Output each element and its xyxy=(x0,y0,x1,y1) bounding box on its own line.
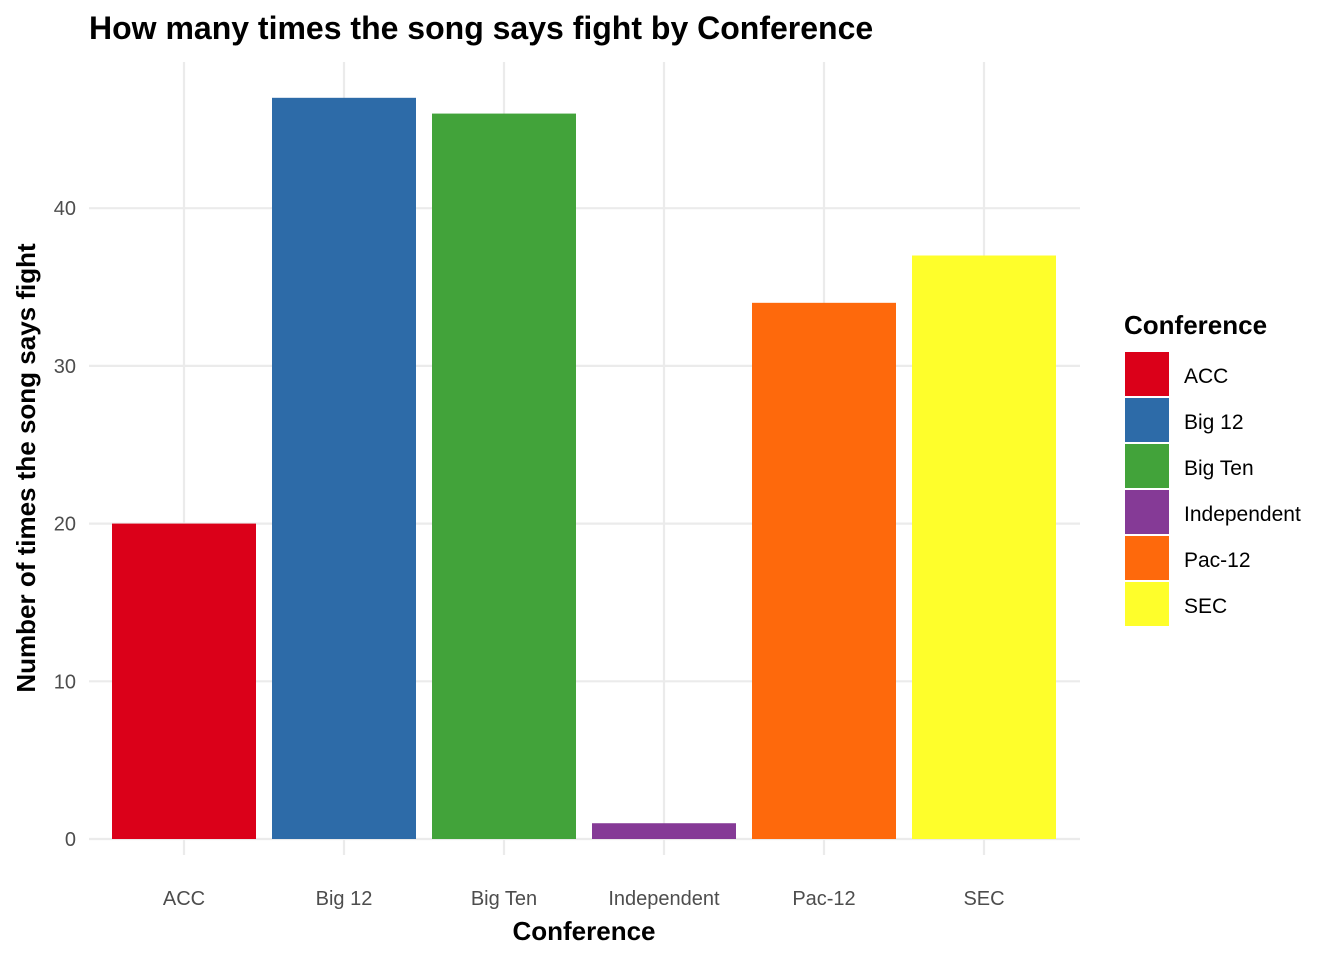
y-tick-label: 0 xyxy=(65,829,76,851)
y-tick-label: 20 xyxy=(54,514,76,536)
legend-swatch xyxy=(1125,398,1169,442)
x-tick-label: Pac-12 xyxy=(792,888,855,910)
x-tick-label: Independent xyxy=(608,888,720,910)
y-tick-label: 10 xyxy=(54,671,76,693)
bar-big-ten xyxy=(432,113,576,839)
bars xyxy=(112,97,1056,839)
x-axis-ticks: ACC Big 12 Big Ten Independent Pac-12 SEC xyxy=(163,888,1005,910)
bar-acc xyxy=(112,523,256,839)
legend-title: Conference xyxy=(1124,310,1267,340)
x-tick-label: Big 12 xyxy=(316,888,373,910)
y-axis-title: Number of times the song says fight xyxy=(11,243,41,693)
legend-label: Independent xyxy=(1184,503,1301,526)
legend-swatch xyxy=(1125,582,1169,626)
legend-items: ACC Big 12 Big Ten Independent Pac-12 SEC xyxy=(1125,352,1301,626)
bar-pac-12 xyxy=(752,302,896,839)
chart-title: How many times the song says fight by Co… xyxy=(89,10,873,46)
x-axis-title: Conference xyxy=(512,916,655,946)
legend-label: Pac-12 xyxy=(1184,549,1251,572)
bar-independent xyxy=(592,823,736,839)
legend-label: ACC xyxy=(1184,365,1228,388)
legend-label: SEC xyxy=(1184,595,1227,618)
legend-swatch xyxy=(1125,352,1169,396)
x-tick-label: Big Ten xyxy=(471,888,537,910)
x-tick-label: SEC xyxy=(963,888,1004,910)
y-tick-label: 30 xyxy=(54,356,76,378)
legend-label: Big 12 xyxy=(1184,411,1244,434)
bar-sec xyxy=(912,255,1056,839)
legend: Conference ACC Big 12 Big Ten Independent Pa… xyxy=(1124,310,1301,626)
x-tick-label: ACC xyxy=(163,888,205,910)
legend-label: Big Ten xyxy=(1184,457,1254,480)
y-tick-label: 40 xyxy=(54,198,76,220)
legend-swatch xyxy=(1125,444,1169,488)
bar-big-12 xyxy=(272,97,416,839)
legend-swatch xyxy=(1125,536,1169,580)
y-axis-ticks: 0 10 20 30 40 xyxy=(54,198,76,851)
legend-swatch xyxy=(1125,490,1169,534)
